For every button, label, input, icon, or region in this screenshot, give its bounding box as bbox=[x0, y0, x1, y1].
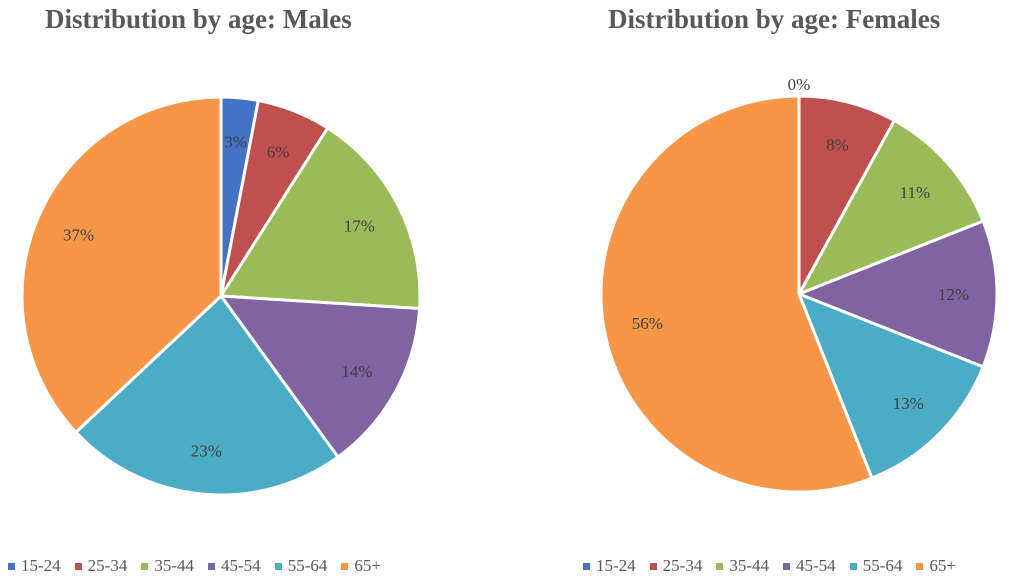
females-legend-item-15-24: 15-24 bbox=[583, 556, 636, 576]
legend-label: 45-54 bbox=[221, 556, 261, 575]
males-pie: 3% 6% 17% 14% 23% 37% bbox=[20, 95, 422, 497]
females-pie: 0% 8% 11% 12% 13% 56% bbox=[599, 75, 999, 494]
males-legend-item-65+: 65+ bbox=[341, 556, 381, 576]
females-slice-65+ bbox=[599, 94, 874, 494]
males-label-35-44: 17% bbox=[344, 217, 375, 236]
males-slice-35-44 bbox=[218, 125, 422, 311]
females-slice-25-34 bbox=[797, 94, 897, 295]
males-slice-65+ bbox=[20, 95, 223, 435]
males-legend-item-45-54: 45-54 bbox=[208, 556, 261, 576]
females-chart-title: Distribution by age: Females bbox=[608, 4, 941, 34]
legend-swatch bbox=[583, 562, 590, 570]
legend-swatch bbox=[341, 562, 349, 570]
legend-label: 55-64 bbox=[862, 556, 903, 575]
legend-swatch bbox=[208, 562, 216, 570]
females-legend-item-45-54: 45-54 bbox=[783, 556, 836, 576]
legend-label: 35-44 bbox=[154, 556, 195, 575]
females-slice-35-44 bbox=[795, 118, 986, 297]
legend-swatch bbox=[716, 562, 724, 570]
legend-label: 55-64 bbox=[287, 556, 328, 575]
legend-swatch bbox=[916, 562, 924, 570]
females-label-35-44: 11% bbox=[900, 183, 931, 202]
males-label-15-24: 3% bbox=[224, 132, 247, 151]
legend-label: 15-24 bbox=[596, 556, 636, 575]
females-label-55-64: 13% bbox=[893, 394, 924, 413]
legend-swatch bbox=[274, 562, 282, 570]
legend-label: 45-54 bbox=[796, 556, 836, 575]
females-slice-45-54 bbox=[794, 219, 999, 369]
legend-label: 15-24 bbox=[21, 556, 61, 575]
legend-swatch bbox=[849, 562, 857, 570]
females-legend-item-25-34: 25-34 bbox=[649, 556, 703, 576]
males-legend-item-15-24: 15-24 bbox=[8, 556, 61, 576]
males-legend-item-55-64: 55-64 bbox=[274, 556, 328, 576]
legend-swatch bbox=[8, 562, 15, 570]
females-label-65+: 56% bbox=[632, 314, 663, 333]
legend-label: 25-34 bbox=[662, 556, 703, 575]
males-chart-title: Distribution by age: Males bbox=[45, 4, 352, 34]
females-legend-item-35-44: 35-44 bbox=[716, 556, 769, 576]
males-slice-55-64 bbox=[73, 293, 341, 497]
males-legend-item-35-44: 35-44 bbox=[141, 556, 194, 576]
females-label-25-34: 8% bbox=[826, 135, 849, 154]
females-label-45-54: 12% bbox=[938, 285, 969, 304]
legend-label: 35-44 bbox=[729, 556, 770, 575]
legend-swatch bbox=[649, 562, 657, 570]
females-slice-55-64 bbox=[796, 291, 986, 481]
males-legend-item-25-34: 25-34 bbox=[74, 556, 128, 576]
males-label-25-34: 6% bbox=[267, 143, 290, 162]
legend-label: 25-34 bbox=[87, 556, 128, 575]
legend-label: 65+ bbox=[354, 556, 381, 575]
females-legend-item-65+: 65+ bbox=[916, 556, 956, 576]
legend-label: 65+ bbox=[929, 556, 956, 575]
males-label-45-54: 14% bbox=[341, 362, 372, 381]
females-legend: 15-24 25-34 35-44 45-54 55-64 65+ bbox=[583, 556, 956, 576]
females-label-15-24: 0% bbox=[788, 75, 811, 94]
males-slice-45-54 bbox=[217, 294, 422, 460]
females-legend-item-55-64: 55-64 bbox=[849, 556, 903, 576]
males-label-65+: 37% bbox=[63, 225, 94, 244]
legend-swatch bbox=[141, 562, 149, 570]
legend-swatch bbox=[783, 562, 791, 570]
males-label-55-64: 23% bbox=[191, 442, 222, 461]
males-legend: 15-24 25-34 35-44 45-54 55-64 65+ bbox=[8, 556, 381, 576]
legend-swatch bbox=[74, 562, 82, 570]
